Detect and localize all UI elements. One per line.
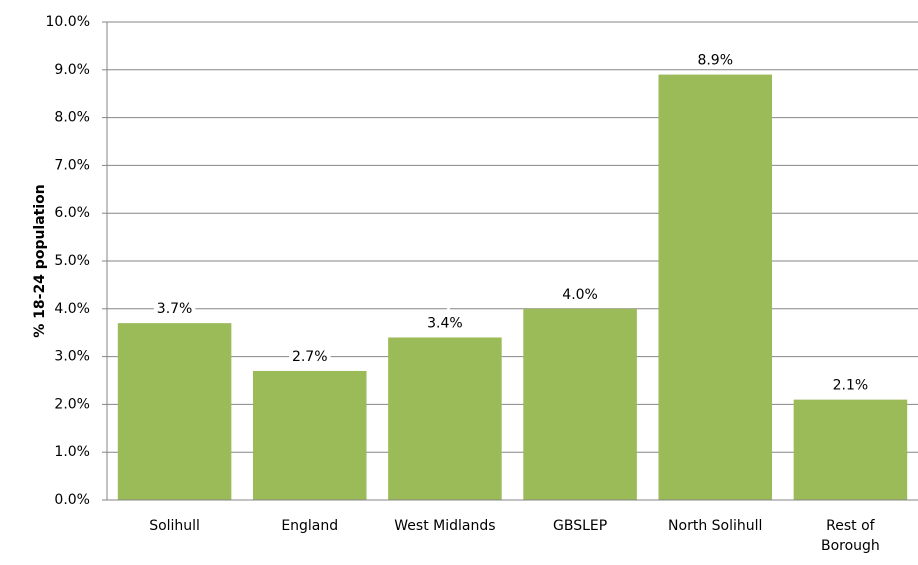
value-label: 2.7% [292,349,328,365]
x-tick-label: Rest of Borough [820,518,880,554]
y-axis-label: % 18-24 population [32,184,48,338]
y-tick-label: 3.0% [54,349,90,365]
value-label: 3.4% [427,315,463,331]
y-tick-label: 7.0% [54,157,90,173]
x-tick-label: West Midlands [394,518,496,534]
x-tick-label: England [281,518,339,534]
bar [388,337,502,500]
value-label: 8.9% [697,53,733,69]
y-tick-label: 8.0% [54,110,90,126]
x-tick-label: GBSLEP [552,518,608,534]
y-tick-label: 9.0% [54,62,90,78]
bar [252,370,367,500]
bar [793,399,908,500]
y-tick-label: 5.0% [54,253,90,269]
bar [523,308,637,500]
y-tick-label: 2.0% [54,396,90,412]
x-tick-label: Solihull [149,518,200,534]
value-label: 3.7% [157,301,193,317]
value-label: 4.0% [562,287,598,303]
bar [117,323,232,500]
y-tick-label: 0.0% [54,492,90,508]
value-label: 2.1% [833,378,869,394]
y-tick-label: 1.0% [54,444,90,460]
bar [658,74,773,500]
x-tick-label: North Solihull [668,518,763,534]
y-tick-label: 4.0% [54,301,90,317]
y-tick-label: 6.0% [54,205,90,221]
y-tick-label: 10.0% [46,14,90,30]
